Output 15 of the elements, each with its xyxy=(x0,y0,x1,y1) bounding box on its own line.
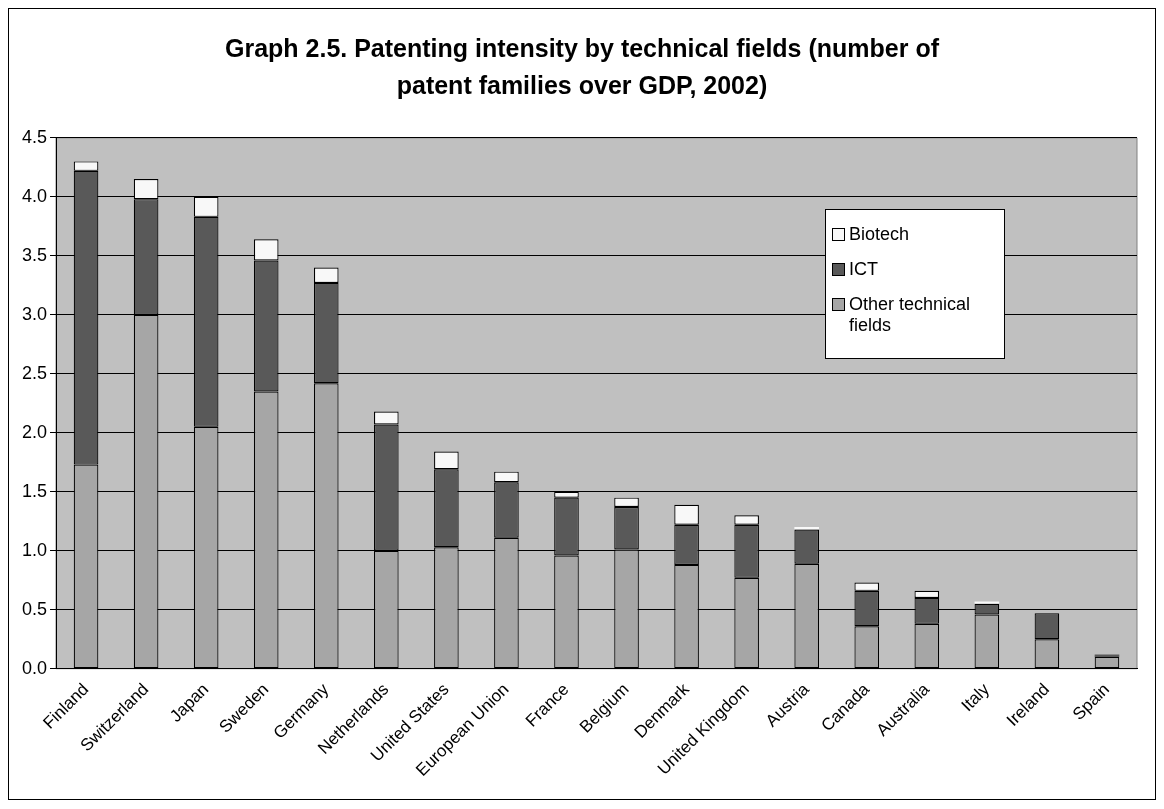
y-tick-label: 4.0 xyxy=(21,185,48,206)
y-tick-label: 2.5 xyxy=(21,362,48,383)
legend-label: Other technical fields xyxy=(849,294,972,336)
y-tick-label: 4.5 xyxy=(21,126,48,147)
y-tick-label: 1.0 xyxy=(21,539,48,560)
y-tick-label: 0.0 xyxy=(21,657,48,678)
legend-label: Biotech xyxy=(849,224,911,245)
y-tick-label: 2.0 xyxy=(21,421,48,442)
y-tick-label: 0.5 xyxy=(21,598,48,619)
legend-label: ICT xyxy=(849,259,879,280)
y-tick-label: 3.5 xyxy=(21,244,48,265)
y-tick-label: 3.0 xyxy=(21,303,48,324)
y-tick-label: 1.5 xyxy=(21,480,48,501)
x-tick-label: Italy xyxy=(957,679,994,716)
chart-title: Graph 2.5. Patenting intensity by technical fields (number of patent families over GDP, 2002) xyxy=(224,32,940,101)
